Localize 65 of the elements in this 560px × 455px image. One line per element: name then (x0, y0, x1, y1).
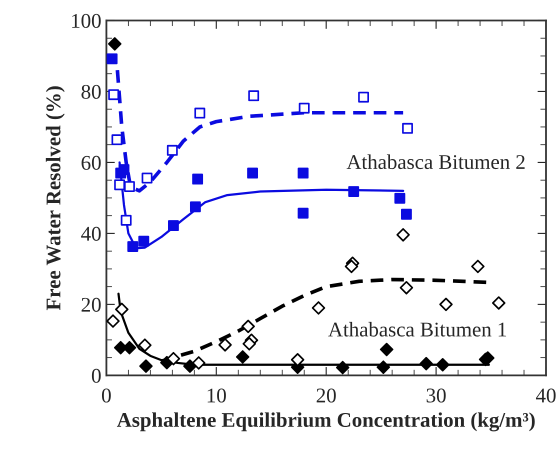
point (236, 350, 250, 364)
point (106, 53, 118, 64)
point (290, 353, 304, 366)
x-tick-label: 40 (536, 388, 556, 403)
point (192, 174, 204, 185)
point (298, 208, 309, 219)
point (358, 92, 370, 103)
y-tick-label: 100 (72, 14, 101, 28)
point (120, 214, 132, 226)
point (298, 102, 310, 114)
point (166, 144, 178, 156)
x-tick-label: 30 (426, 388, 446, 403)
x-tick-label: 10 (208, 388, 226, 403)
point (138, 338, 152, 352)
point (419, 356, 433, 370)
y-tick-label: 0 (92, 368, 101, 383)
point (166, 352, 180, 366)
point (471, 260, 485, 274)
x-tick-label: 20 (316, 388, 336, 403)
point (312, 301, 326, 315)
point (400, 208, 412, 220)
point (108, 89, 120, 100)
point (106, 314, 120, 328)
point (127, 241, 138, 252)
point (400, 280, 414, 294)
point (242, 337, 256, 351)
point (190, 201, 201, 212)
point (115, 302, 129, 316)
point (436, 358, 450, 372)
point (298, 168, 309, 179)
x-tick-label: 0 (102, 388, 111, 403)
y-tick-label: 80 (82, 84, 101, 99)
point (192, 356, 206, 370)
point (112, 134, 122, 146)
point (396, 228, 410, 242)
point (108, 37, 122, 51)
point (114, 179, 126, 190)
point (218, 338, 232, 352)
x-axis-title: Asphaltene Equilibrium Concentration (kg/m³) (116, 412, 535, 432)
point (124, 181, 135, 192)
point (336, 360, 350, 374)
point (241, 320, 255, 334)
point (439, 298, 453, 312)
point (118, 164, 130, 175)
point (142, 172, 153, 184)
point (183, 359, 197, 373)
point (247, 168, 258, 179)
y-axis-title: Free Water Resolved (%) (46, 86, 65, 310)
y-tick-label: 20 (82, 298, 101, 312)
annotation: Athabasca Bitumen 2 (346, 154, 525, 170)
point (492, 296, 506, 310)
point (402, 122, 413, 134)
point (376, 360, 390, 374)
point (380, 342, 394, 356)
point (248, 90, 260, 102)
point (394, 192, 406, 204)
point (138, 236, 150, 247)
annotation: Athabasca Bitumen 1 (328, 322, 506, 337)
point (344, 260, 358, 274)
y-tick-label: 60 (82, 156, 101, 170)
point (139, 359, 153, 373)
point (168, 220, 179, 232)
point (194, 108, 206, 119)
y-tick-label: 40 (81, 226, 101, 241)
point (348, 186, 360, 197)
